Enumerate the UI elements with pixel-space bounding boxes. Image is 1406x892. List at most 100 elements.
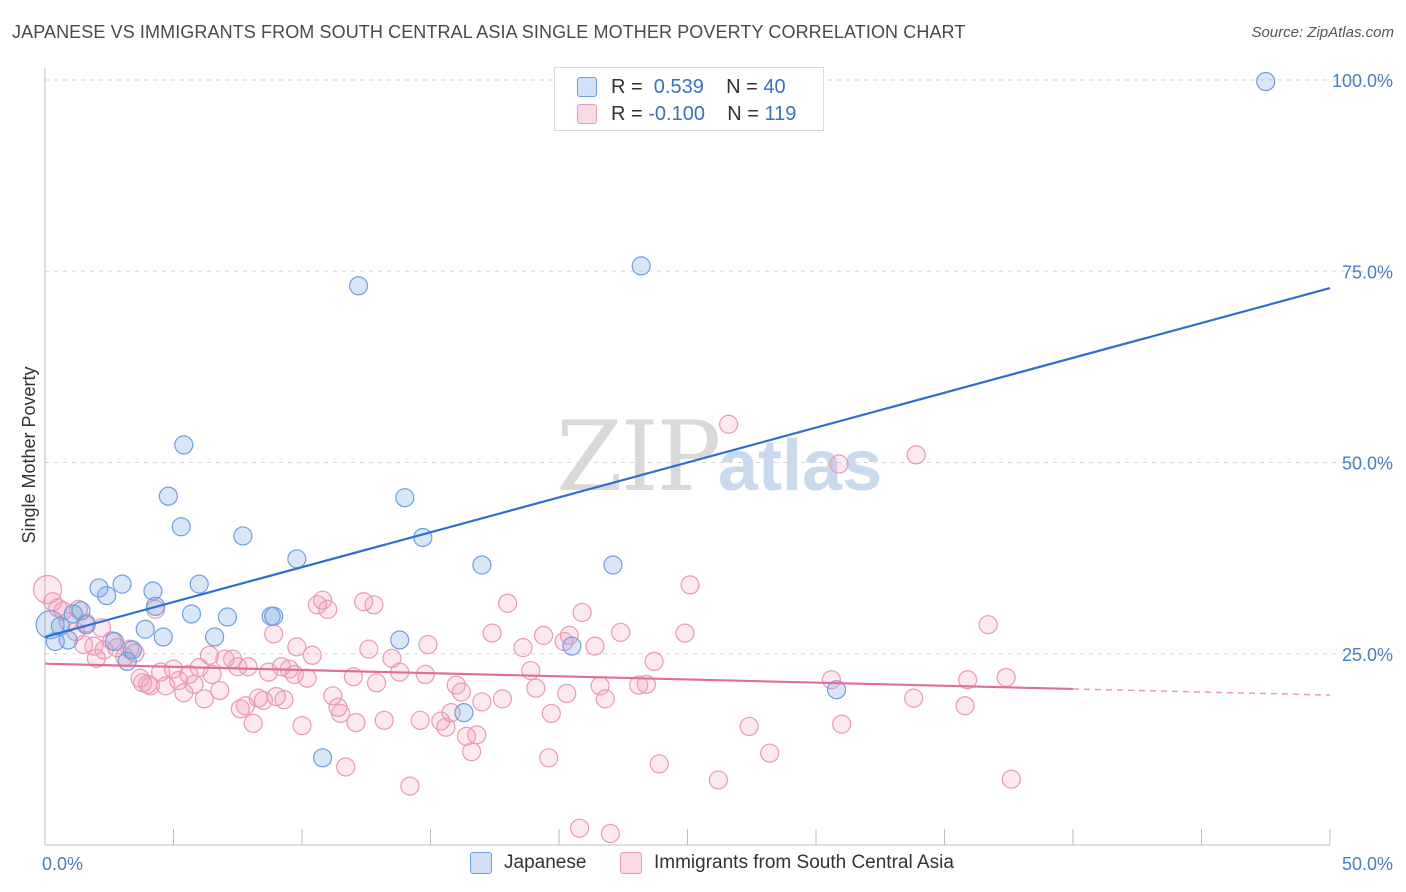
immigrants-point	[955, 696, 975, 716]
japanese-swatch	[577, 77, 597, 97]
immigrants-point	[467, 725, 487, 745]
japanese-point	[97, 586, 117, 606]
immigrants-point	[210, 680, 230, 701]
y-axis-label: Single Mother Poverty	[19, 366, 39, 543]
immigrants-point	[569, 818, 590, 838]
immigrants-point	[1001, 769, 1021, 789]
immigrants-point	[760, 743, 780, 763]
immigrants-swatch	[577, 104, 597, 124]
japanese-trend-line	[44, 287, 1331, 638]
zipatlas-watermark: ZIP atlas	[556, 401, 882, 513]
immigrants-point	[364, 595, 384, 615]
japanese-point	[189, 574, 209, 594]
japanese-point	[63, 604, 83, 624]
immigrants-point	[266, 686, 286, 707]
japanese-point	[390, 630, 410, 650]
immigrants-point	[359, 639, 379, 659]
immigrants-point	[675, 623, 695, 643]
y-tick-label: 75.0%	[1342, 262, 1393, 282]
immigrants-point	[32, 574, 63, 605]
immigrants-point	[292, 716, 312, 736]
grid-lines	[45, 79, 1392, 655]
immigrants-point	[302, 645, 322, 665]
immigrants-point	[996, 667, 1016, 688]
immigrants-point	[451, 682, 471, 702]
japanese-point	[89, 578, 109, 598]
immigrants-point	[410, 710, 430, 730]
japanese-point	[153, 627, 173, 647]
y-tick-label: 50.0%	[1342, 454, 1393, 474]
legend-row-japanese: R = 0.539 N = 40	[577, 75, 786, 99]
immigrants-point	[904, 688, 924, 708]
japanese-point	[104, 631, 124, 652]
japanese-points	[35, 71, 1276, 768]
immigrants-point	[199, 645, 220, 665]
japanese-point	[826, 680, 847, 700]
immigrants-trend-extension	[1072, 688, 1331, 696]
japanese-point	[454, 703, 474, 723]
immigrants-point	[708, 770, 728, 790]
legend-n-label: N =	[727, 102, 765, 125]
japanese-point	[287, 549, 307, 569]
x-tick-label: 50.0%	[1342, 854, 1393, 874]
immigrants-point	[829, 454, 849, 474]
immigrants-point	[644, 651, 664, 672]
immigrants-point	[312, 590, 333, 610]
japanese-point	[233, 526, 253, 546]
immigrants-point	[366, 673, 387, 693]
bottom-legend: Japanese Immigrants from South Central A…	[0, 852, 1406, 876]
japanese-point	[158, 486, 178, 506]
japanese-point	[413, 527, 433, 548]
immigrants-point	[400, 776, 420, 796]
tick-labels: 25.0% 50.0% 75.0% 100.0% 0.0% 50.0%	[42, 71, 1393, 874]
immigrants-point	[533, 625, 554, 645]
immigrants-point	[258, 662, 279, 682]
legend-row-immigrants: R = -0.100 N = 119	[577, 102, 796, 126]
immigrants-point	[832, 714, 852, 734]
immigrants-point	[585, 636, 605, 656]
axes	[44, 68, 1331, 846]
immigrants-point	[346, 712, 366, 733]
immigrants-point	[719, 414, 739, 434]
stats-legend: R = 0.539 N = 40 R = -0.100 N = 119	[554, 67, 824, 131]
japanese-point	[562, 636, 582, 656]
immigrants-point	[595, 689, 615, 709]
immigrants-point	[498, 593, 518, 613]
immigrants-point	[238, 657, 258, 677]
immigrants-point	[336, 757, 356, 777]
immigrants-point	[140, 676, 160, 696]
bottom-legend-japanese: Japanese	[470, 852, 586, 874]
watermark-zip: ZIP	[556, 401, 719, 513]
immigrants-point	[418, 634, 438, 655]
immigrants-point	[202, 664, 222, 685]
immigrants-point	[680, 575, 700, 595]
immigrants-point	[73, 634, 94, 655]
japanese-point	[264, 606, 284, 626]
immigrants-point	[436, 717, 456, 737]
japanese-point	[348, 276, 369, 296]
immigrants-point	[318, 599, 338, 619]
japanese-point	[181, 604, 202, 624]
japanese-point	[472, 555, 492, 575]
japanese-point	[174, 435, 194, 455]
immigrants-point	[415, 664, 435, 685]
x-tick-label: 0.0%	[42, 854, 83, 874]
immigrants-point	[492, 689, 513, 709]
japanese-point	[217, 607, 238, 627]
immigrants-point	[456, 726, 477, 746]
immigrants-point	[482, 623, 502, 643]
immigrants-point	[264, 624, 284, 644]
immigrants-point	[541, 703, 561, 724]
trend-lines	[44, 287, 1331, 696]
immigrants-point	[611, 622, 631, 642]
source-label: Source: ZipAtlas.com	[1251, 24, 1394, 41]
immigrants-point	[906, 445, 926, 465]
japanese-point	[135, 619, 155, 639]
watermark-atlas: atlas	[718, 426, 882, 506]
immigrants-point	[253, 690, 274, 711]
immigrants-point	[163, 659, 184, 679]
japanese-point	[112, 574, 132, 594]
immigrants-point	[230, 699, 250, 719]
immigrants-trend-line	[44, 662, 1074, 691]
legend-r-value: -0.100	[648, 102, 705, 125]
